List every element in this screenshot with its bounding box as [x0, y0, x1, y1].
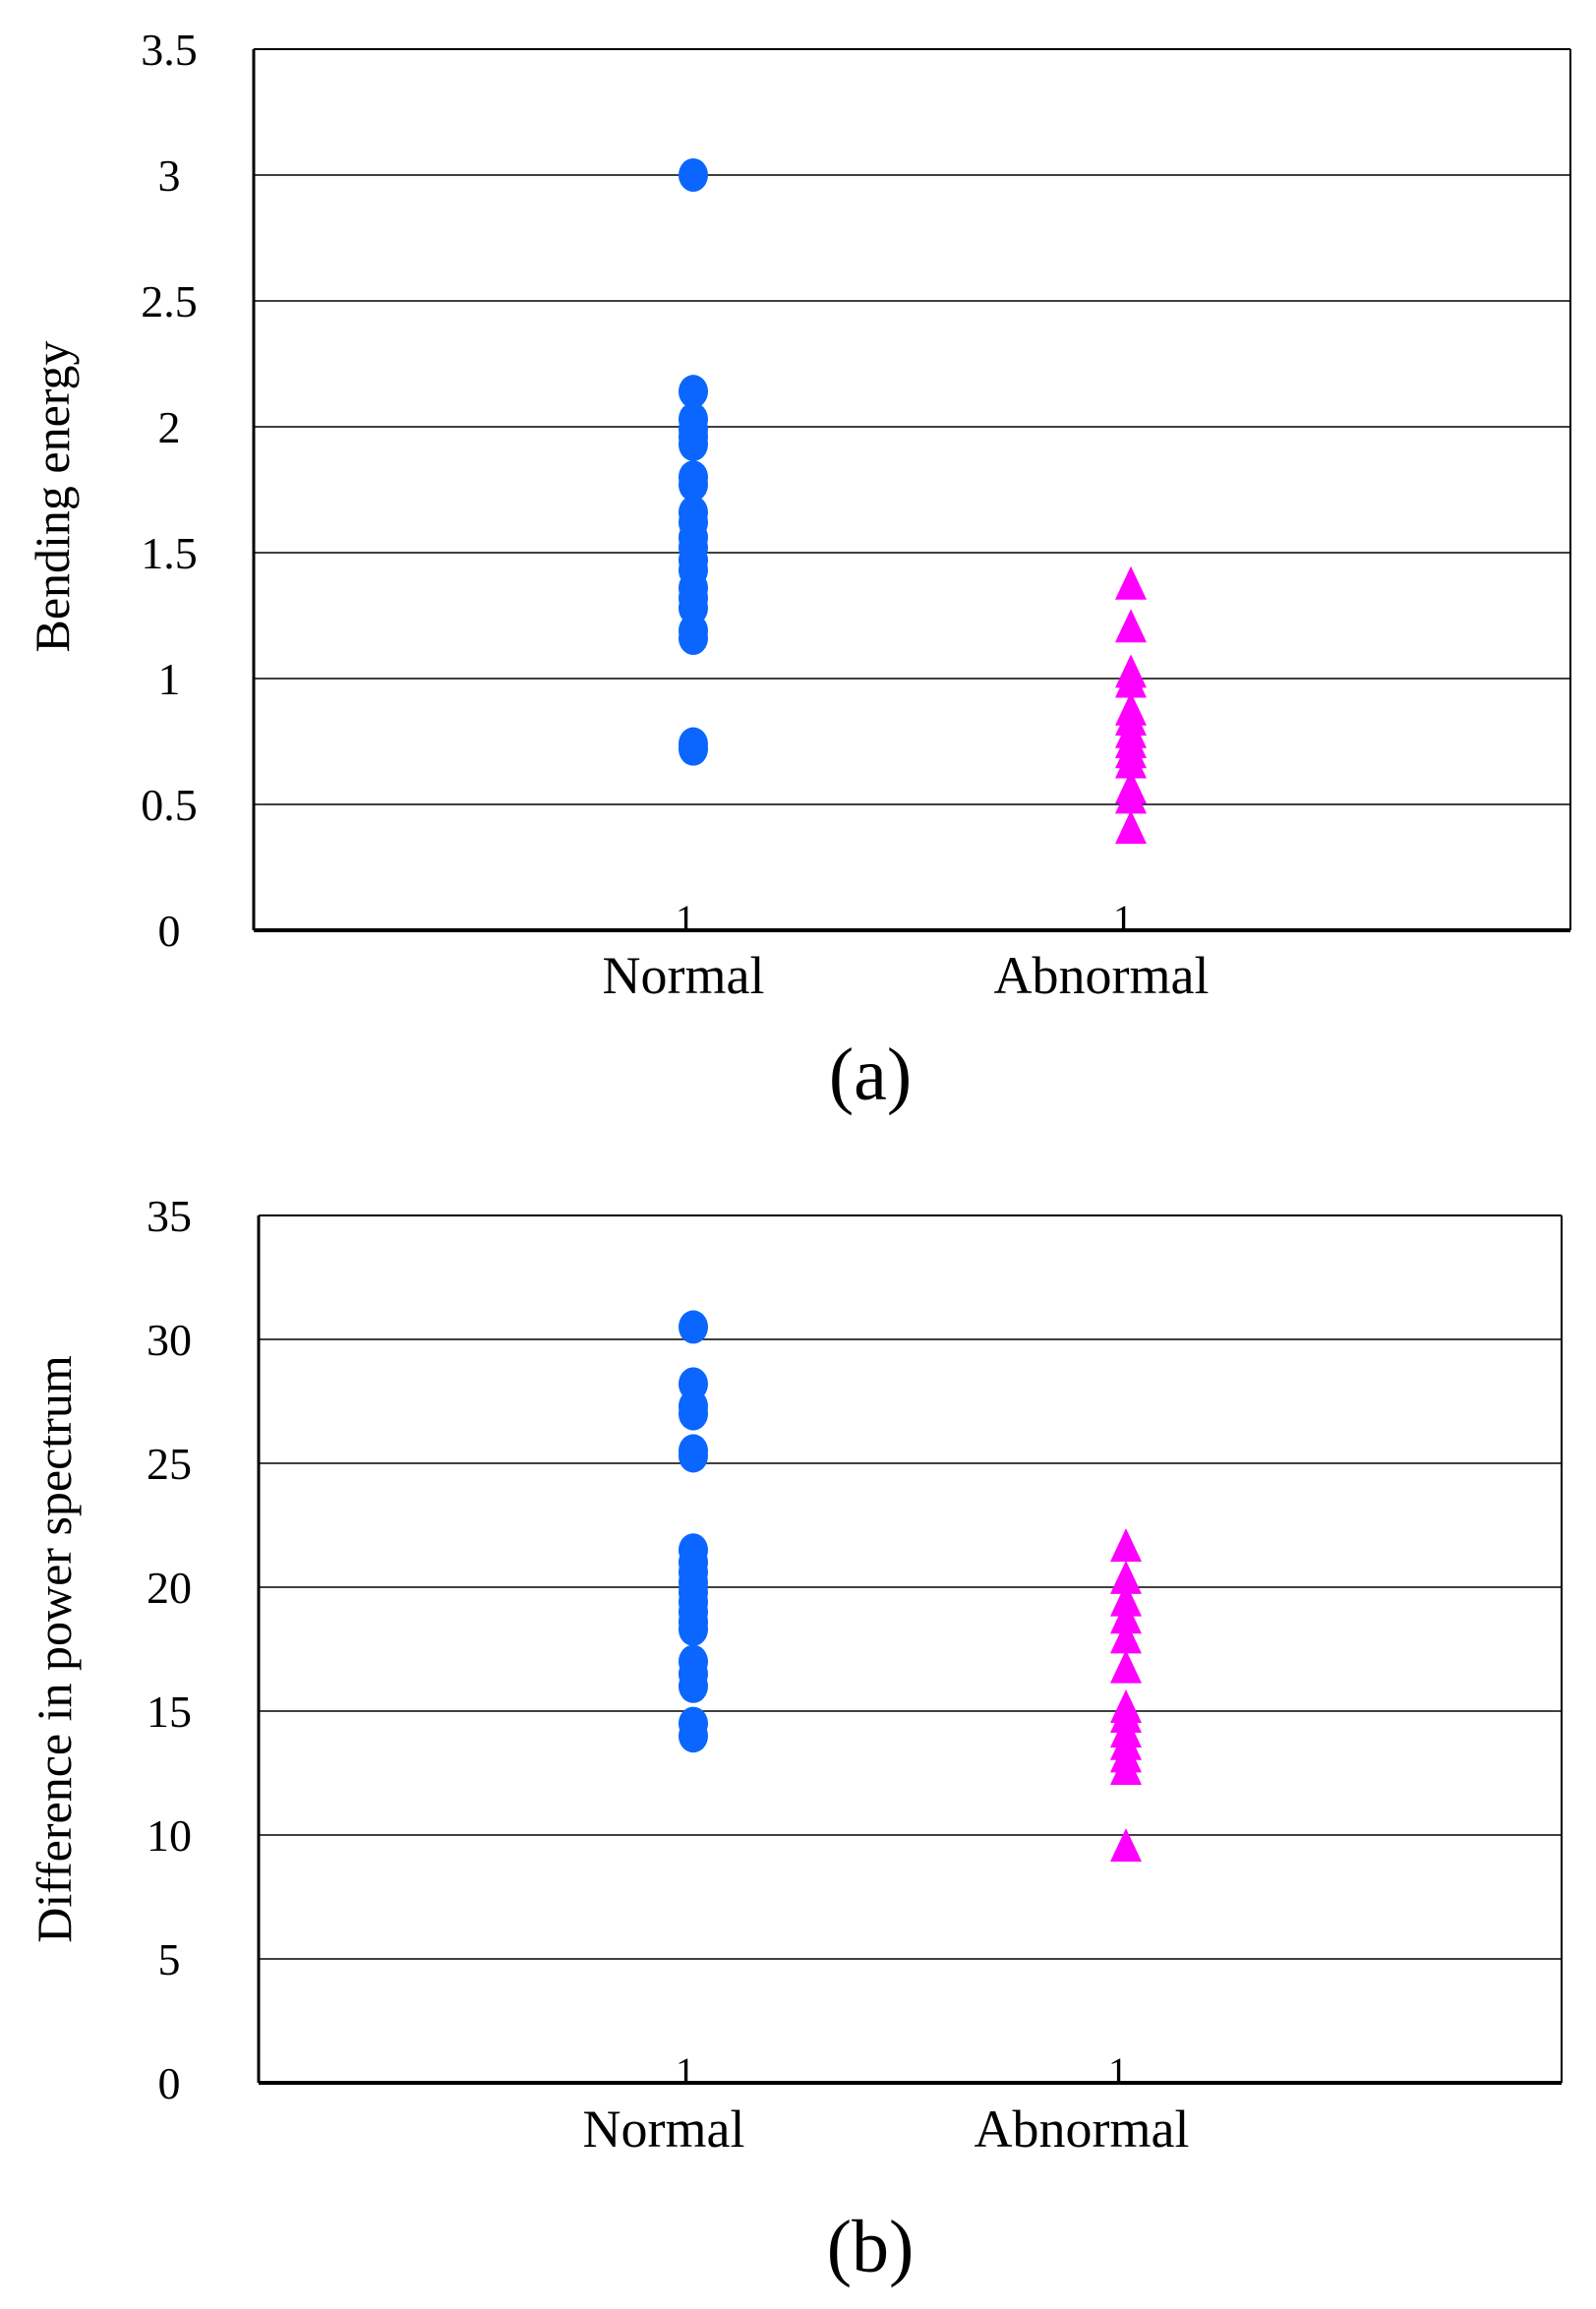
data-point-abnormal: [1115, 609, 1147, 643]
data-point-normal: [679, 1719, 708, 1753]
data-point-abnormal: [1115, 780, 1147, 814]
y-tick-label: 20: [147, 1563, 192, 1613]
data-point-abnormal: [1110, 1828, 1142, 1863]
chart-panel-a: 0 0.5 1 1.5 2 2.5 3 3.5 Bending energy 1 Normal 1 Ab…: [25, 25, 1571, 1116]
y-tick-label: 30: [147, 1315, 192, 1365]
x-tick-label: 1: [676, 897, 695, 941]
y-tick-label: 10: [147, 1810, 192, 1861]
data-point-abnormal: [1110, 1649, 1142, 1684]
x-tick-label: 1: [1108, 2049, 1128, 2094]
panel-label: (a): [829, 1034, 912, 1116]
data-point-abnormal: [1110, 1750, 1142, 1785]
y-tick-label: 3: [158, 150, 181, 201]
y-tick-label: 1.5: [141, 528, 198, 578]
y-tick-label: 0: [158, 906, 181, 956]
data-point-normal: [679, 1669, 708, 1703]
data-point-abnormal: [1115, 810, 1147, 845]
data-point-abnormal: [1110, 1560, 1142, 1594]
data-point-abnormal: [1115, 565, 1147, 600]
data-point-normal: [679, 158, 708, 192]
y-tick-label: 15: [147, 1687, 192, 1737]
y-tick-label: 25: [147, 1439, 192, 1489]
chart-panel-b: 0 5 10 15 20 25 30 35 Difference in power spectr…: [27, 1191, 1563, 2288]
data-point-normal: [679, 622, 708, 656]
panel-label: (b): [827, 2206, 915, 2288]
x-category-label-normal: Normal: [603, 946, 765, 1005]
y-axis-label: Difference in power spectrum: [27, 1355, 82, 1943]
y-tick-label: 0.5: [141, 780, 198, 830]
data-point-normal: [679, 375, 708, 409]
x-category-label-abnormal: Abnormal: [975, 2100, 1190, 2159]
y-tick-label: 1: [158, 654, 181, 704]
data-point-normal: [679, 427, 708, 461]
x-category-label-normal: Normal: [583, 2100, 745, 2159]
data-point-normal: [679, 1439, 708, 1473]
y-tick-label: 35: [147, 1191, 192, 1241]
x-tick-label: 1: [1113, 897, 1133, 941]
x-tick-label: 1: [676, 2049, 695, 2094]
data-point-abnormal: [1110, 1582, 1142, 1617]
data-point-abnormal: [1110, 1600, 1142, 1634]
data-point-normal: [679, 732, 708, 766]
y-tick-label: 0: [158, 2058, 181, 2108]
data-point-normal: [679, 1310, 708, 1344]
data-point-abnormal: [1115, 664, 1147, 698]
data-point-abnormal: [1110, 1620, 1142, 1654]
data-point-normal: [679, 1396, 708, 1431]
x-category-label-abnormal: Abnormal: [994, 946, 1210, 1005]
y-tick-label: 5: [158, 1934, 181, 1984]
data-point-normal: [679, 467, 708, 502]
data-point-normal: [679, 1612, 708, 1646]
y-tick-label: 3.5: [141, 25, 198, 75]
data-point-abnormal: [1110, 1528, 1142, 1563]
y-tick-label: 2.5: [141, 276, 198, 326]
y-axis-label: Bending energy: [25, 340, 80, 652]
data-point-abnormal: [1115, 744, 1147, 779]
y-tick-label: 2: [158, 402, 181, 452]
